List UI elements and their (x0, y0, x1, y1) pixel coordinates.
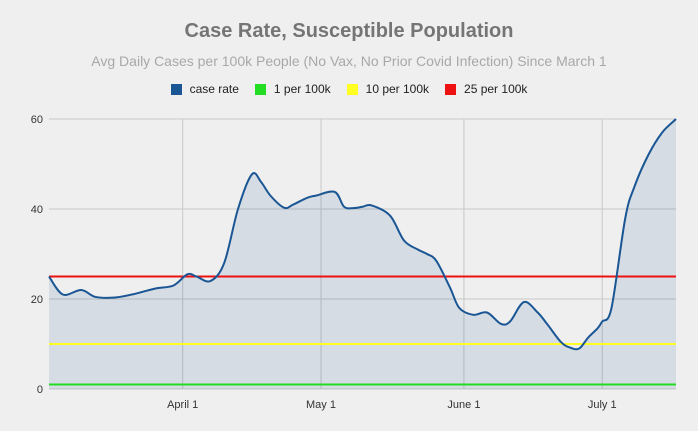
legend-label-10-per-100k: 10 per 100k (365, 82, 430, 96)
legend-item-1-per-100k[interactable]: 1 per 100k (254, 82, 331, 96)
y-tick-label: 40 (31, 204, 43, 216)
x-tick-label: June 1 (447, 399, 480, 411)
x-tick-label: May 1 (306, 399, 336, 411)
legend-label-case-rate: case rate (189, 82, 239, 96)
legend-item-25-per-100k[interactable]: 25 per 100k (445, 82, 527, 96)
legend-item-10-per-100k[interactable]: 10 per 100k (346, 82, 430, 96)
y-tick-label: 20 (31, 294, 43, 306)
legend-swatch-case-rate (170, 83, 182, 95)
legend-swatch-10-per-100k (346, 83, 358, 95)
x-tick-label: July 1 (588, 399, 617, 411)
legend-label-1-per-100k: 1 per 100k (273, 82, 331, 96)
y-tick-label: 0 (37, 384, 43, 396)
case-rate-area (49, 119, 676, 389)
case-rate-line (48, 118, 677, 351)
legend-label-25-per-100k: 25 per 100k (464, 82, 528, 96)
y-tick-label: 60 (31, 114, 43, 126)
chart-legend: case rate 1 per 100k 10 per 100k 25 per … (0, 82, 698, 96)
legend-item-case-rate[interactable]: case rate (170, 82, 239, 96)
chart-title: Case Rate, Susceptible Population (184, 20, 514, 42)
legend-swatch-1-per-100k (254, 83, 266, 95)
legend-swatch-25-per-100k (445, 83, 457, 95)
x-tick-label: April 1 (167, 399, 198, 411)
chart-subtitle: Avg Daily Cases per 100k People (No Vax,… (91, 53, 607, 69)
